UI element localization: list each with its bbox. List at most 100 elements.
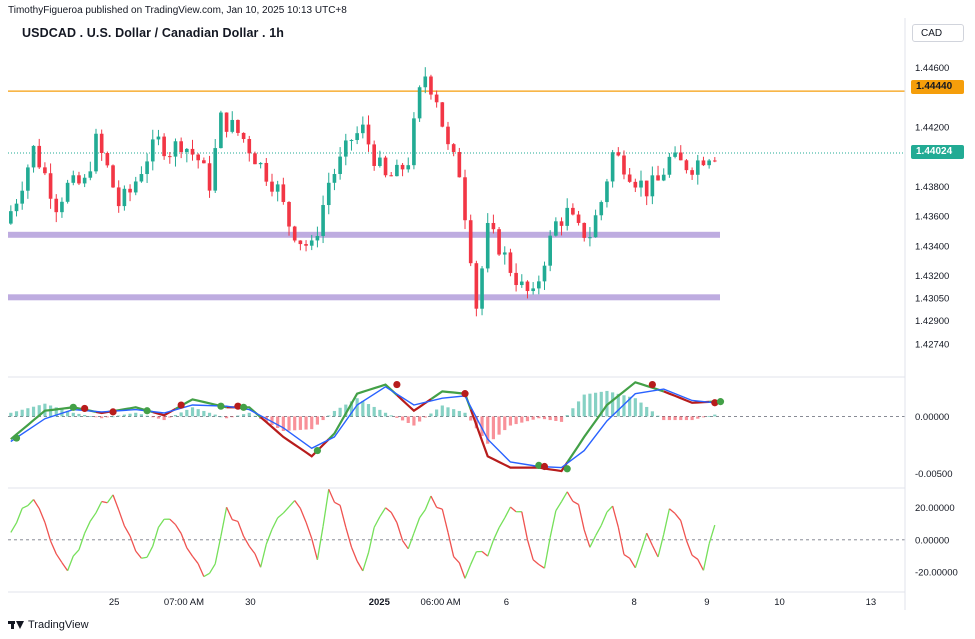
candle-body [361,124,365,134]
macd-cross-dot[interactable] [711,399,719,407]
candle-body [383,157,388,176]
last-price-tag: 1.44024 [911,145,964,159]
oscillator-segment [549,510,557,538]
macd-histogram-bar [281,416,285,431]
candle-body [77,175,81,184]
oscillator-segment [447,532,455,557]
macd-signal-line [10,385,715,469]
macd-cross-dot[interactable] [240,403,248,411]
macd-cross-dot[interactable] [234,402,242,410]
macd-histogram-bar [247,412,251,417]
macd-histogram-bar [508,416,513,426]
macd-cross-dot[interactable] [313,446,322,455]
candle-body [281,184,286,202]
time-axis-label: 30 [245,597,256,608]
price-axis-tick: 1.43600 [915,212,949,223]
price-axis-tick: 1.43400 [915,241,949,252]
candle-body [565,207,570,226]
oscillator-segment [95,501,103,514]
macd-histogram-bar [435,409,439,417]
macd-histogram-bar [361,401,365,417]
macd-histogram-bar [582,394,586,417]
oscillator-segment [577,504,585,531]
oscillator-segment [589,535,597,548]
candle-body [133,181,138,193]
oscillator-segment [106,494,114,504]
oscillator-segment [487,539,495,557]
candle-body [202,160,206,164]
candle-body [695,160,700,175]
candle-body [173,141,178,157]
support-zone[interactable] [8,231,720,238]
macd-panel[interactable] [8,380,905,473]
oscillator-segment [464,564,472,579]
time-axis-label: 25 [109,597,120,608]
price-axis-tick: 1.43200 [915,271,949,282]
oscillator-segment [430,495,438,508]
candle-body [207,163,212,191]
macd-histogram-bar [497,416,501,435]
candle-body [94,133,98,172]
price-panel[interactable] [8,67,905,317]
macd-cross-dot[interactable] [69,403,77,411]
macd-cross-dot[interactable] [81,404,89,413]
candle-body [372,144,376,166]
macd-cross-dot[interactable] [143,407,151,415]
candle-body [270,181,274,192]
macd-cross-dot[interactable] [393,380,401,389]
macd-cross-dot[interactable] [540,462,549,471]
macd-histogram-bar [77,413,81,417]
oscillator-segment [135,550,142,559]
oscillator-segment [646,532,653,546]
macd-histogram-bar [469,416,473,421]
macd-histogram-bar [491,416,495,440]
oscillator-segment [322,489,330,527]
macd-histogram-bar [486,416,490,444]
time-axis-label: 9 [704,597,709,608]
macd-histogram-bar [287,416,291,431]
candle-body [656,175,660,181]
macd-histogram-bar [656,415,660,417]
oscillator-panel[interactable] [8,489,905,579]
candle-body [65,182,70,202]
candle-body [37,145,42,168]
oscillator-segment [458,562,466,579]
oscillator-segment [595,525,602,537]
macd-cross-dot[interactable] [109,408,117,416]
oscillator-segment [305,521,313,539]
oscillator-segment [186,547,194,557]
support-zone[interactable] [8,294,720,301]
macd-histogram-bar [650,411,654,417]
macd-cross-dot[interactable] [461,390,469,398]
candle-body [690,170,694,175]
macd-histogram-bar [514,416,518,425]
macd-cross-dot[interactable] [535,461,543,469]
macd-cross-dot[interactable] [716,398,725,406]
time-axis-label: 6 [504,597,509,608]
candle-body [395,164,399,177]
macd-histogram-bar [616,393,620,417]
tradingview-logo[interactable]: TradingView [8,619,89,631]
macd-cross-dot[interactable] [12,434,21,442]
candle-body [622,155,626,175]
macd-histogram-bar [366,404,371,417]
candle-body [678,152,683,161]
macd-histogram-bar [531,416,535,420]
macd-fast-line [663,390,710,404]
oscillator-segment [606,505,614,513]
macd-cross-dot[interactable] [563,465,571,473]
oscillator-segment [674,513,682,521]
candle-body [236,119,240,133]
currency-badge[interactable]: CAD [912,24,964,42]
macd-cross-dot[interactable] [177,401,185,409]
candle-body [633,181,638,188]
oscillator-segment [72,549,80,557]
macd-histogram-bar [122,414,126,417]
macd-histogram-bar [190,407,195,417]
candle-body [639,180,643,188]
oscillator-segment [339,505,347,528]
macd-cross-dot[interactable] [648,380,656,389]
oscillator-segment [21,504,29,509]
macd-cross-dot[interactable] [217,402,225,410]
